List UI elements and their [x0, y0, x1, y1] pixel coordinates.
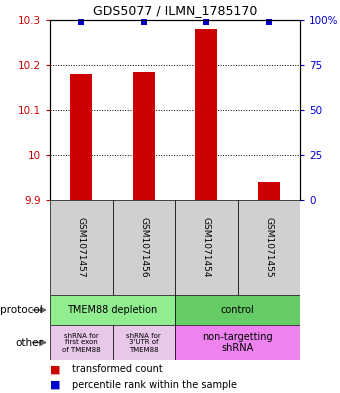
Bar — [175, 295, 300, 325]
Bar — [50, 295, 175, 325]
Bar — [50, 325, 113, 360]
Text: other: other — [15, 338, 43, 347]
Bar — [50, 200, 113, 295]
Text: GSM1071454: GSM1071454 — [202, 217, 211, 278]
Text: control: control — [221, 305, 254, 315]
Bar — [258, 182, 280, 200]
Text: ■: ■ — [50, 380, 61, 389]
Text: GDS5077 / ILMN_1785170: GDS5077 / ILMN_1785170 — [93, 4, 257, 18]
Text: shRNA for
3'UTR of
TMEM88: shRNA for 3'UTR of TMEM88 — [126, 332, 161, 353]
Text: protocol: protocol — [0, 305, 43, 315]
Text: GSM1071457: GSM1071457 — [77, 217, 86, 278]
Text: transformed count: transformed count — [72, 364, 163, 375]
Bar — [195, 29, 217, 200]
Bar — [238, 200, 300, 295]
Text: ■: ■ — [50, 364, 61, 375]
Bar — [70, 74, 92, 200]
Bar — [175, 325, 300, 360]
Bar — [113, 325, 175, 360]
Text: GSM1071455: GSM1071455 — [264, 217, 273, 278]
Bar — [133, 72, 155, 200]
Bar — [113, 200, 175, 295]
Text: percentile rank within the sample: percentile rank within the sample — [72, 380, 237, 389]
Text: TMEM88 depletion: TMEM88 depletion — [67, 305, 158, 315]
Bar — [175, 200, 238, 295]
Text: non-targetting
shRNA: non-targetting shRNA — [202, 332, 273, 353]
Text: shRNA for
first exon
of TMEM88: shRNA for first exon of TMEM88 — [62, 332, 101, 353]
Text: GSM1071456: GSM1071456 — [139, 217, 148, 278]
